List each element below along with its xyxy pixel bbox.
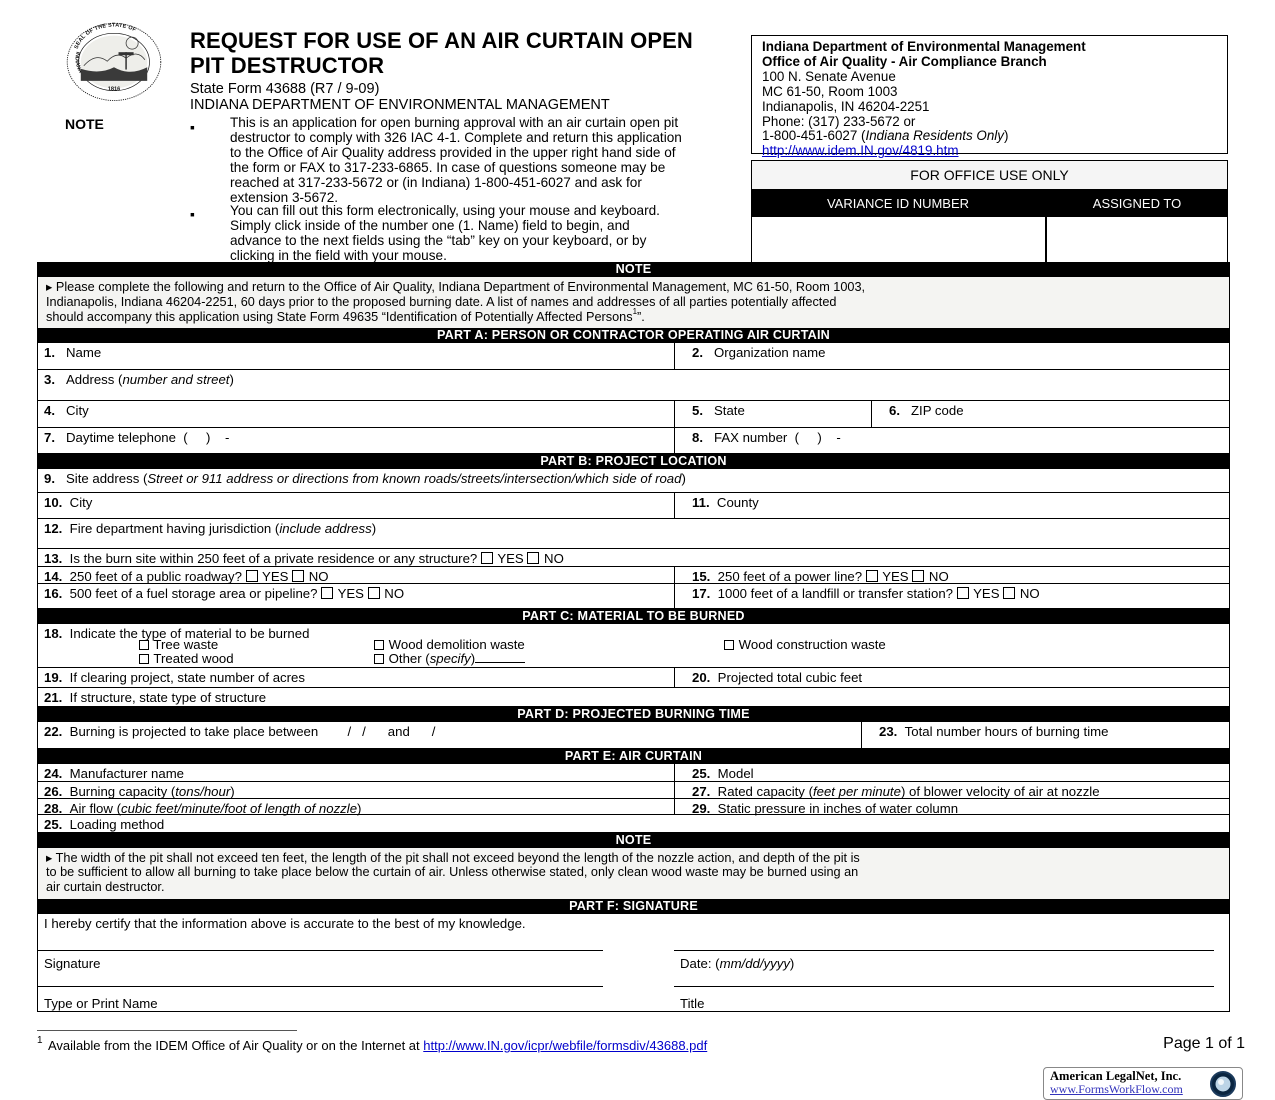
svg-text:1816: 1816 [108, 87, 121, 93]
